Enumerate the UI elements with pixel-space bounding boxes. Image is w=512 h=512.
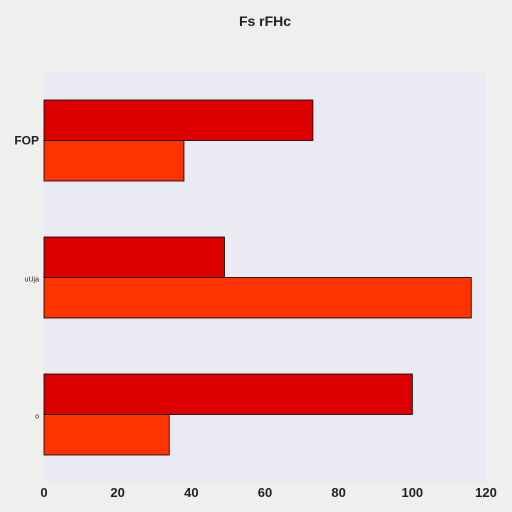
bar-uUja-series-1 xyxy=(43,236,225,278)
bar-o-series-2 xyxy=(43,414,170,456)
x-tick-label: 60 xyxy=(258,485,272,500)
x-tick-label: 0 xyxy=(40,485,47,500)
bar-o-series-1 xyxy=(43,373,413,415)
x-tick-label: 40 xyxy=(184,485,198,500)
bar-uUja-series-2 xyxy=(43,277,472,319)
bars-group xyxy=(43,99,472,456)
x-tick-label: 120 xyxy=(475,485,497,500)
bar-FOP-series-1 xyxy=(43,99,314,141)
y-tick-label: o xyxy=(35,414,39,421)
chart-title: Fs rFHc xyxy=(239,13,291,29)
y-tick-labels: FOP uUja o xyxy=(14,134,39,421)
x-tick-label: 80 xyxy=(331,485,345,500)
x-tick-label: 100 xyxy=(401,485,423,500)
bar-FOP-series-2 xyxy=(43,140,185,182)
y-tick-label: FOP xyxy=(14,134,39,148)
y-tick-label: uUja xyxy=(25,277,40,284)
x-tick-label: 20 xyxy=(110,485,124,500)
x-tick-labels: 0 20 40 60 80 100 120 xyxy=(40,485,496,500)
